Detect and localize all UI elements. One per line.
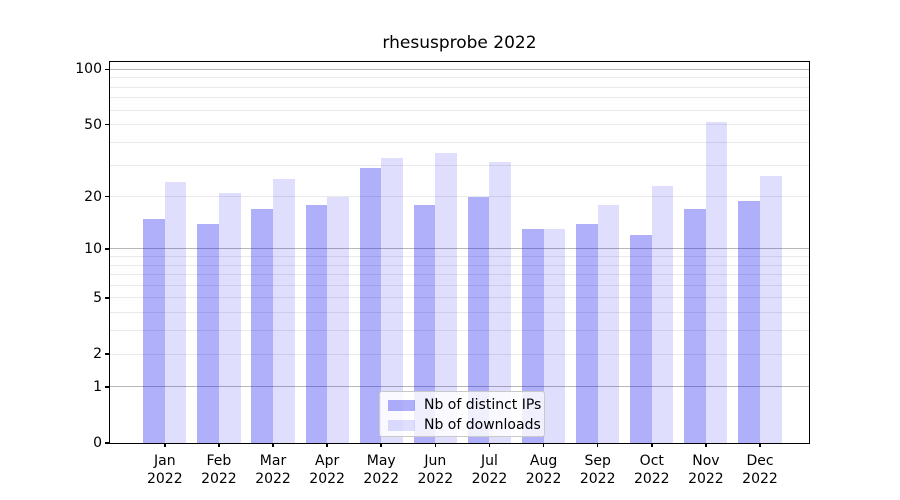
x-tick xyxy=(488,443,491,447)
minor-gridline xyxy=(110,256,809,258)
x-tick xyxy=(326,443,328,447)
x-tick xyxy=(380,443,382,447)
minor-gridline xyxy=(110,124,809,126)
x-tick-label: Jan 2022 xyxy=(146,453,183,487)
legend-swatch-downloads xyxy=(388,419,415,431)
minor-gridline xyxy=(110,284,809,286)
y-tick-label: 100 xyxy=(75,61,102,78)
x-tick xyxy=(596,443,599,447)
y-tick-label: 5 xyxy=(93,289,102,306)
x-tick-label: Apr 2022 xyxy=(309,453,345,487)
minor-gridline xyxy=(110,141,809,143)
legend-item-downloads: Nb of downloads xyxy=(388,415,544,435)
bar-nb-of-downloads-dec xyxy=(760,176,782,443)
y-tick-label: 0 xyxy=(93,435,102,451)
minor-gridline xyxy=(110,109,809,111)
y-tick xyxy=(105,353,110,355)
minor-gridline xyxy=(110,86,809,88)
legend-label-distinct-ips: Nb of distinct IPs xyxy=(424,397,542,413)
minor-gridline xyxy=(110,297,809,299)
x-tick-label: Mar 2022 xyxy=(255,453,291,487)
x-tick xyxy=(705,443,707,447)
x-tick-label: Oct 2022 xyxy=(633,453,670,487)
major-gridline xyxy=(110,68,809,70)
bar-nb-of-distinct-ips-mar xyxy=(251,209,273,443)
minor-gridline xyxy=(110,353,809,355)
bar-nb-of-downloads-sep xyxy=(597,204,620,443)
bar-nb-of-distinct-ips-apr xyxy=(305,204,328,443)
y-tick-label: 1 xyxy=(93,378,102,395)
minor-gridline xyxy=(110,77,809,79)
minor-gridline xyxy=(110,97,809,99)
bar-nb-of-distinct-ips-nov xyxy=(684,209,706,443)
bar-nb-of-downloads-feb xyxy=(218,192,241,443)
y-tick xyxy=(105,123,110,126)
x-tick-label: Feb 2022 xyxy=(201,453,237,487)
x-tick-label: Aug 2022 xyxy=(525,453,562,487)
bar-nb-of-downloads-jan xyxy=(164,182,187,443)
minor-gridline xyxy=(110,196,809,198)
legend: Nb of distinct IPs Nb of downloads xyxy=(379,391,545,437)
major-gridline xyxy=(110,248,809,250)
x-tick xyxy=(272,443,274,447)
bar-nb-of-downloads-jun xyxy=(435,152,457,443)
x-tick xyxy=(164,443,166,447)
y-tick-label: 2 xyxy=(93,346,102,363)
bar-nb-of-distinct-ips-jul xyxy=(467,196,490,443)
x-tick-label: Nov 2022 xyxy=(688,453,724,487)
bar-nb-of-downloads-mar xyxy=(273,179,295,443)
y-tick-label: 10 xyxy=(84,240,102,257)
x-tick xyxy=(434,443,437,447)
bar-nb-of-distinct-ips-dec xyxy=(738,200,760,443)
x-tick xyxy=(218,443,220,447)
bar-nb-of-distinct-ips-jan xyxy=(143,218,165,443)
y-tick-label: 20 xyxy=(84,188,102,205)
legend-label-downloads: Nb of downloads xyxy=(424,417,541,433)
bar-nb-of-downloads-aug xyxy=(543,229,566,443)
x-tick-label: Dec 2022 xyxy=(742,453,778,487)
x-tick-label: May 2022 xyxy=(363,453,400,487)
legend-swatch-distinct-ips xyxy=(388,399,415,411)
chart-title: rhesusprobe 2022 xyxy=(382,33,537,53)
minor-gridline xyxy=(110,330,809,332)
bar-nb-of-distinct-ips-sep xyxy=(576,223,598,443)
x-tick xyxy=(759,443,761,447)
y-tick xyxy=(105,68,110,71)
bar-nb-of-distinct-ips-jun xyxy=(413,204,436,443)
bar-nb-of-downloads-apr xyxy=(327,196,349,443)
bar-nb-of-downloads-jul xyxy=(489,162,512,443)
bar-nb-of-downloads-oct xyxy=(651,185,674,443)
y-tick xyxy=(105,195,110,198)
y-tick xyxy=(105,386,110,388)
bar-nb-of-distinct-ips-feb xyxy=(197,223,219,443)
x-tick-label: Jun 2022 xyxy=(417,453,454,487)
bar-nb-of-distinct-ips-aug xyxy=(521,229,544,443)
bar-nb-of-downloads-may xyxy=(381,157,403,443)
x-tick-label: Jul 2022 xyxy=(471,453,508,487)
x-tick xyxy=(542,443,545,447)
bar-nb-of-downloads-nov xyxy=(705,121,728,443)
plot-area xyxy=(110,62,809,443)
major-gridline xyxy=(110,386,809,388)
x-tick-label: Sep 2022 xyxy=(579,453,616,487)
bar-nb-of-distinct-ips-oct xyxy=(630,235,652,443)
y-tick xyxy=(105,297,110,299)
minor-gridline xyxy=(110,312,809,314)
minor-gridline xyxy=(110,274,809,276)
y-tick-label: 50 xyxy=(84,116,102,133)
bar-nb-of-distinct-ips-may xyxy=(359,167,382,443)
legend-item-distinct-ips: Nb of distinct IPs xyxy=(388,395,544,415)
y-tick xyxy=(105,442,110,444)
minor-gridline xyxy=(110,164,809,166)
x-tick xyxy=(651,443,653,447)
minor-gridline xyxy=(110,264,809,266)
plot-background xyxy=(110,62,809,443)
y-tick xyxy=(105,248,110,250)
